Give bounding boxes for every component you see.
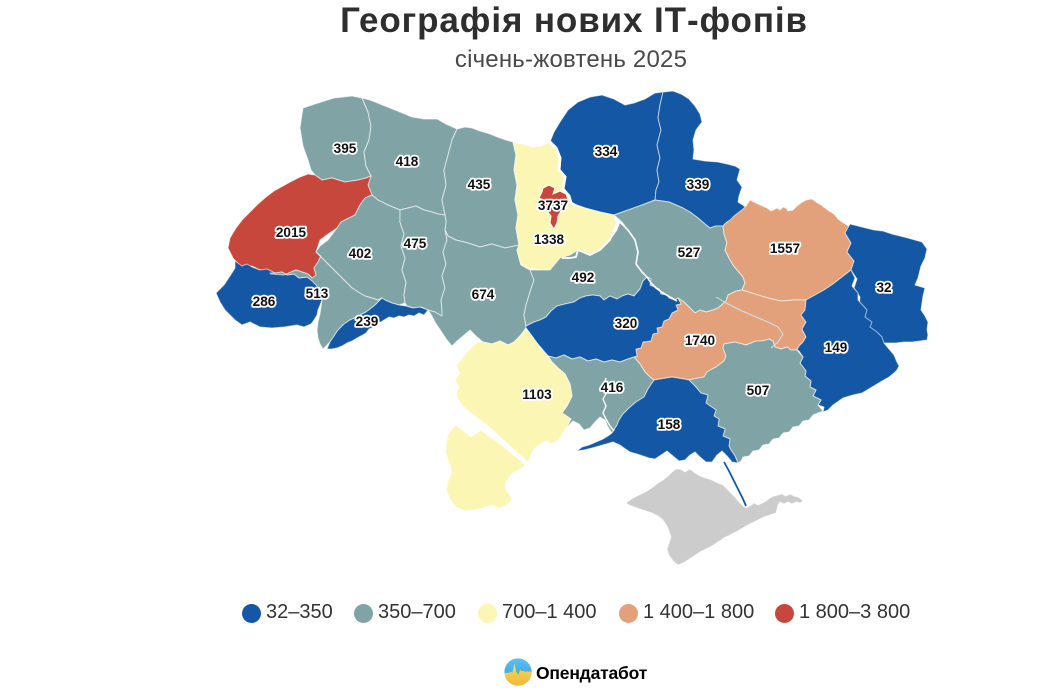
svg-text:32: 32 xyxy=(876,280,892,295)
svg-text:320: 320 xyxy=(615,316,638,331)
svg-text:1557: 1557 xyxy=(770,241,800,256)
svg-text:1740: 1740 xyxy=(685,333,715,348)
svg-text:418: 418 xyxy=(396,154,419,169)
svg-text:402: 402 xyxy=(349,246,372,261)
svg-text:158: 158 xyxy=(658,417,681,432)
svg-text:339: 339 xyxy=(687,177,710,192)
svg-text:507: 507 xyxy=(747,383,770,398)
svg-text:334: 334 xyxy=(595,144,618,159)
svg-text:149: 149 xyxy=(825,340,848,355)
svg-text:527: 527 xyxy=(678,245,701,260)
svg-text:435: 435 xyxy=(468,177,491,192)
svg-text:1103: 1103 xyxy=(522,387,552,402)
svg-text:3737: 3737 xyxy=(538,198,568,213)
svg-text:1338: 1338 xyxy=(534,232,565,247)
svg-text:395: 395 xyxy=(334,141,357,156)
svg-text:492: 492 xyxy=(572,270,595,285)
svg-text:674: 674 xyxy=(472,287,495,302)
svg-text:2015: 2015 xyxy=(276,225,307,240)
svg-text:286: 286 xyxy=(253,294,276,309)
svg-text:513: 513 xyxy=(306,286,329,301)
svg-text:475: 475 xyxy=(404,236,427,251)
svg-text:239: 239 xyxy=(356,314,379,329)
svg-text:416: 416 xyxy=(601,380,624,395)
